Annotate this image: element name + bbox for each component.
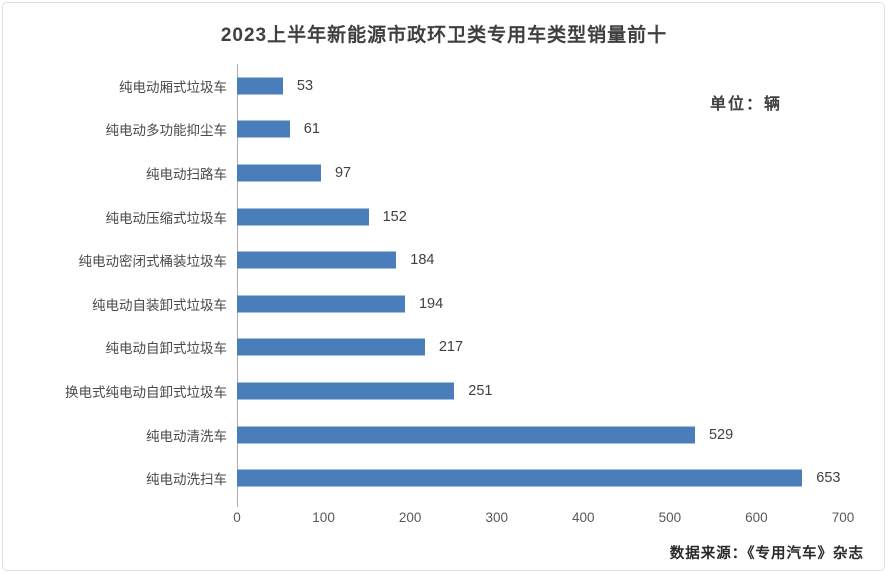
category-label: 纯电动密闭式桶装垃圾车 <box>78 254 228 270</box>
category-label: 纯电动多功能抑尘车 <box>105 123 228 139</box>
value-label: 194 <box>418 295 444 312</box>
bar <box>237 77 283 95</box>
category-label: 纯电动清洗车 <box>146 428 227 444</box>
bar <box>237 208 369 226</box>
bar-track: 653 <box>237 456 860 500</box>
bar-track: 53 <box>237 64 860 108</box>
value-label: 53 <box>296 77 314 94</box>
bar <box>237 382 455 400</box>
y-axis-line <box>237 64 238 507</box>
x-axis: 0 100 200 300 400 500 600 700 <box>0 510 888 530</box>
bar <box>237 426 695 444</box>
bar-row: 纯电动压缩式垃圾车 152 <box>0 195 860 239</box>
category-label: 纯电动扫路车 <box>146 166 227 182</box>
x-tick-label: 100 <box>312 510 335 525</box>
value-label: 152 <box>382 208 407 225</box>
bar-row: 纯电动厢式垃圾车 53 <box>0 64 860 108</box>
bar <box>237 120 290 138</box>
x-tick-label: 200 <box>398 510 422 525</box>
bar <box>237 251 397 269</box>
bar-chart-rows: 纯电动厢式垃圾车 53 纯电动多功能抑尘车 61 纯电动扫路车 97 纯电动压缩式垃圾车 15… <box>0 64 860 500</box>
bar-row: 纯电动密闭式桶装垃圾车 184 <box>0 238 860 282</box>
bar <box>237 164 321 182</box>
bar-row: 纯电动多功能抑尘车 61 <box>0 108 860 152</box>
x-tick-label: 700 <box>831 510 855 525</box>
x-tick-label: 500 <box>658 510 682 525</box>
bar-track: 217 <box>237 326 860 370</box>
bar-track: 184 <box>237 238 860 282</box>
category-label: 纯电动厢式垃圾车 <box>119 79 227 95</box>
value-label: 184 <box>410 252 435 269</box>
value-label: 97 <box>334 164 352 181</box>
value-label: 61 <box>303 121 320 138</box>
bar-row: 换电式纯电动自卸式垃圾车 251 <box>0 369 860 413</box>
chart-title: 2023上半年新能源市政环卫类专用车类型销量前十 <box>220 25 668 46</box>
bar-row: 纯电动自装卸式垃圾车 194 <box>0 282 860 326</box>
category-label: 纯电动洗扫车 <box>146 472 227 488</box>
unit-label: 单位：辆 <box>710 96 783 113</box>
x-tick-label: 600 <box>745 510 768 525</box>
x-tick-label: 300 <box>485 510 508 525</box>
bar-track: 251 <box>237 369 860 413</box>
bar-row: 纯电动清洗车 529 <box>0 413 860 457</box>
bar-track: 97 <box>237 151 860 195</box>
bar-track: 152 <box>237 195 860 239</box>
bar <box>237 338 425 356</box>
bar-row: 纯电动自卸式垃圾车 217 <box>0 326 860 370</box>
bar-row: 纯电动洗扫车 653 <box>0 456 860 500</box>
x-tick-label: 400 <box>572 510 595 525</box>
bar-track: 61 <box>237 108 860 152</box>
data-source-label: 数据来源：《专用汽车》杂志 <box>669 546 864 562</box>
value-label: 251 <box>468 382 493 399</box>
category-label: 纯电动自装卸式垃圾车 <box>92 297 227 313</box>
bar-track: 194 <box>237 282 860 326</box>
value-label: 529 <box>708 426 734 443</box>
category-label: 纯电动自卸式垃圾车 <box>105 341 228 357</box>
bar-track: 529 <box>237 413 860 457</box>
bar <box>237 469 803 487</box>
x-tick-label: 0 <box>233 510 241 525</box>
category-label: 换电式纯电动自卸式垃圾车 <box>65 384 227 400</box>
bar-row: 纯电动扫路车 97 <box>0 151 860 195</box>
value-label: 217 <box>438 339 464 356</box>
category-label: 纯电动压缩式垃圾车 <box>105 210 228 226</box>
value-label: 653 <box>816 470 841 487</box>
bar <box>237 295 405 313</box>
